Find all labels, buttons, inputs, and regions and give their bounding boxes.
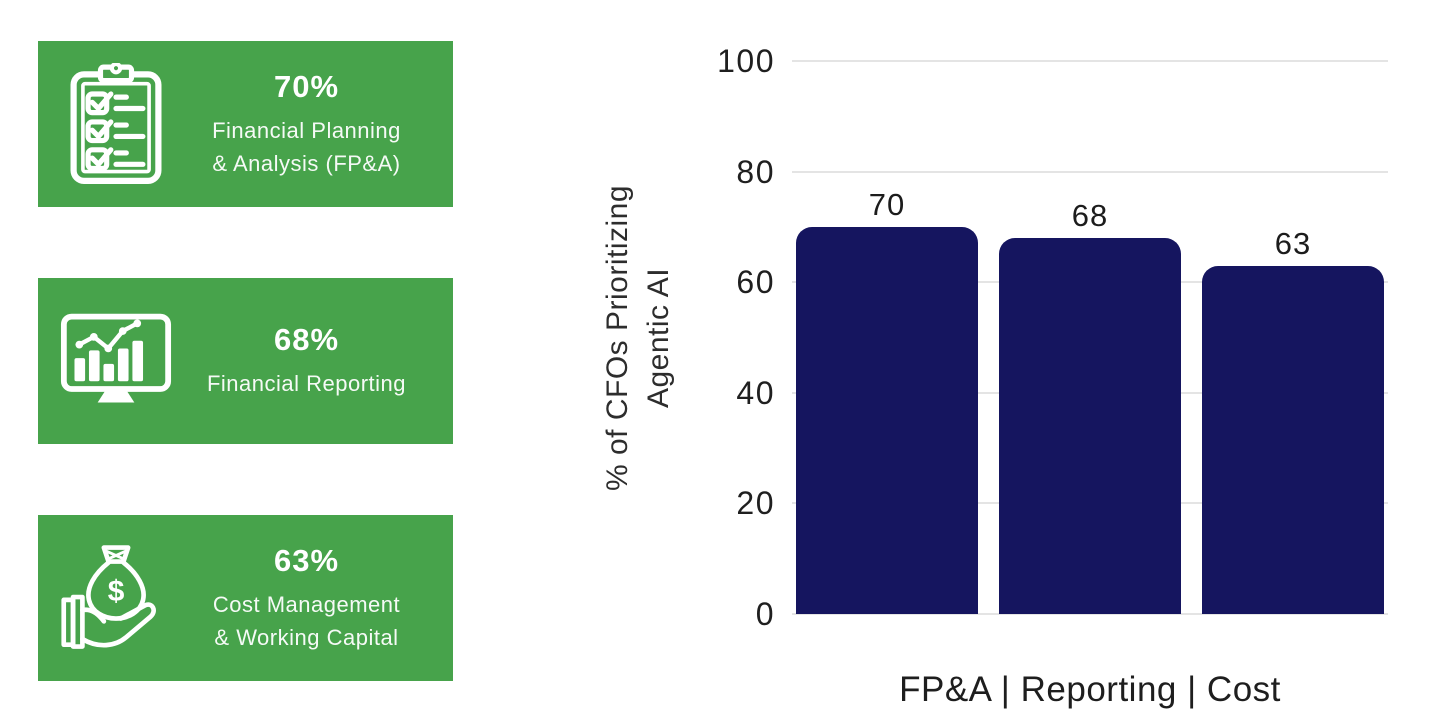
bar-value-label: 63 (1274, 225, 1312, 261)
bar (796, 226, 978, 614)
stat-card-text: 63% Cost Management & Working Capital (174, 543, 439, 654)
y-axis-title-line: % of CFOs Prioritizing (601, 184, 634, 492)
monitor-chart-icon (58, 298, 174, 424)
bars-group: 70 68 63 (792, 61, 1388, 614)
bar-value-label: 68 (1071, 197, 1109, 233)
bar (1202, 265, 1384, 614)
stat-card-text: 70% Financial Planning & Analysis (FP&A) (174, 69, 439, 180)
bar-chart: % of CFOs Prioritizing Agentic AI 100 80 6… (560, 30, 1430, 727)
y-axis-title: % of CFOs Prioritizing Agentic AI (597, 185, 679, 491)
y-tick-label: 80 (736, 153, 775, 190)
stat-card-cost: $ 63% Cost Management & Working Capital (38, 515, 453, 681)
stat-label-line: & Working Capital (214, 624, 399, 650)
stat-label-line: & Analysis (FP&A) (212, 150, 401, 176)
bar-slot-cost: 63 (1202, 61, 1384, 614)
money-bag-hand-icon: $ (58, 535, 174, 661)
bar-value-label: 70 (868, 186, 906, 222)
y-tick-label: 40 (736, 374, 775, 411)
bar-slot-fpa: 70 (796, 61, 978, 614)
stat-value: 68% (273, 322, 340, 357)
svg-text:$: $ (108, 575, 125, 608)
stat-value: 63% (273, 542, 340, 578)
y-tick-label: 20 (736, 485, 775, 522)
stat-label-line: Financial Planning (212, 117, 401, 143)
stat-label-line: Cost Management (212, 591, 401, 617)
y-axis-ticks: 100 80 60 40 20 0 (670, 45, 775, 630)
gridline (792, 613, 1388, 615)
y-tick-label: 100 (717, 43, 775, 79)
stat-value: 70% (273, 68, 340, 104)
bar (999, 237, 1181, 614)
stat-label-line: Financial Reporting (206, 371, 407, 396)
y-tick-label: 0 (755, 596, 775, 632)
stat-cards-column: 70% Financial Planning & Analysis (FP&A) (38, 41, 453, 681)
y-tick-label: 60 (736, 264, 775, 301)
plot-area: 70 68 63 (792, 60, 1388, 615)
stat-card-fpa: 70% Financial Planning & Analysis (FP&A) (38, 41, 453, 207)
clipboard-checklist-icon (58, 61, 174, 187)
x-axis-label: FP&A | Reporting | Cost (899, 670, 1281, 709)
bar-slot-reporting: 68 (999, 61, 1181, 614)
gridline (792, 170, 1388, 173)
stat-card-text: 68% Financial Reporting (174, 322, 439, 400)
gridline (792, 60, 1388, 62)
stat-card-reporting: 68% Financial Reporting (38, 278, 453, 444)
